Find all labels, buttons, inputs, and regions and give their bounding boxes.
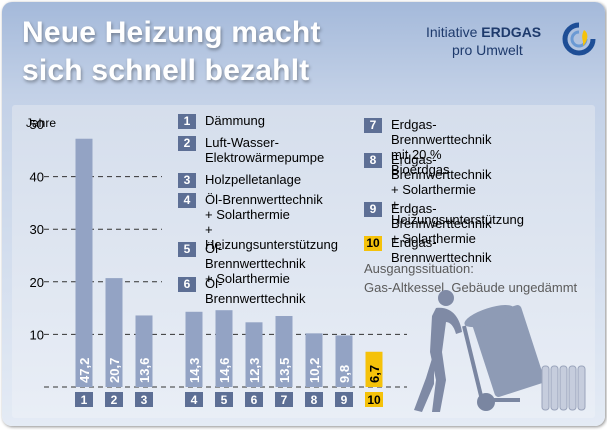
category-box	[185, 392, 203, 407]
legend-text: Erdgas-Brennwerttechnik + Solarthermie +…	[391, 152, 524, 227]
logo: Initiative ERDGAS pro Umwelt	[426, 22, 596, 72]
category-box	[215, 392, 233, 407]
category-box	[365, 392, 383, 407]
page-title-line-1: Neue Heizung macht	[22, 16, 321, 49]
value-label: 10,2	[307, 358, 322, 383]
category-box	[245, 392, 263, 407]
bar	[365, 351, 383, 387]
value-label: 14,3	[187, 358, 202, 383]
legend-text: Dämmung	[205, 113, 265, 128]
y-tick-label: 50	[30, 117, 44, 132]
category-box	[305, 392, 323, 407]
category-box	[75, 392, 93, 407]
value-label: 13,5	[277, 358, 292, 383]
y-tick-label: 30	[30, 222, 44, 237]
category-label: 10	[367, 393, 381, 407]
value-label: 20,7	[107, 358, 122, 383]
category-label: 9	[341, 393, 348, 407]
category-label: 1	[81, 393, 88, 407]
category-label: 4	[191, 393, 198, 407]
legend-num: 2	[178, 136, 196, 151]
legend-num: 6	[178, 277, 196, 292]
note-line-1: Ausgangssituation:	[364, 261, 474, 276]
bar	[75, 138, 93, 387]
category-box	[135, 392, 153, 407]
category-label: 2	[111, 393, 118, 407]
value-label: 14,6	[217, 358, 232, 383]
y-axis-label: Jahre	[26, 116, 56, 130]
category-label: 6	[251, 393, 258, 407]
category-label: 8	[311, 393, 318, 407]
logo-line-1: Initiative ERDGAS	[426, 24, 541, 40]
infographic: Neue Heizung macht sich schnell bezahlt …	[2, 2, 605, 426]
legend-text: Erdgas-Brennwerttechnik mit 20 % Bioerdg…	[391, 117, 492, 177]
page-title-line-2: sich schnell bezahlt	[22, 54, 310, 87]
y-tick-label: 10	[30, 327, 44, 342]
legend-text: Öl-Brennwerttechnik + Solarthermie + Hei…	[205, 192, 338, 252]
bar	[245, 322, 263, 387]
bar	[305, 333, 323, 387]
y-tick-label: 20	[30, 275, 44, 290]
value-label: 13,6	[137, 358, 152, 383]
header: Neue Heizung macht sich schnell bezahlt …	[2, 2, 605, 94]
bar	[105, 278, 123, 387]
value-label: 9,8	[337, 365, 352, 383]
category-box	[275, 392, 293, 407]
y-tick-label: 40	[30, 170, 44, 185]
bar	[335, 335, 353, 387]
bar	[185, 311, 203, 387]
worker-with-boiler-icon	[414, 290, 586, 412]
legend-text: Holzpelletanlage	[205, 172, 302, 187]
legend-num: 3	[178, 173, 196, 188]
category-label: 5	[221, 393, 228, 407]
category-box	[105, 392, 123, 407]
note-line-2: Gas-Altkessel, Gebäude ungedämmt	[364, 280, 578, 295]
bar	[275, 315, 293, 387]
legend-num: 4	[178, 193, 196, 208]
erdgas-logo-icon	[562, 22, 596, 56]
legend-text: Öl-Brennwerttechnik + Solarthermie	[205, 241, 306, 286]
bar	[135, 315, 153, 387]
legend-num-highlight: 10	[364, 236, 382, 251]
category-labels: 1 2 3 4 5 6 7 8 9 10	[75, 392, 383, 407]
legend-text: Erdgas-Brennwerttechnik + Solarthermie	[391, 201, 492, 246]
value-label: 47,2	[77, 358, 92, 383]
bar-chart: 47,2 20,7 13,6 14,3 14,6 12,3 13,5 10,2 9,8 6,7 1…	[26, 116, 407, 407]
category-box	[335, 392, 353, 407]
logo-line-2: pro Umwelt	[452, 42, 523, 58]
value-label: 6,7	[367, 365, 382, 383]
chart-panel: 47,2 20,7 13,6 14,3 14,6 12,3 13,5 10,2 9,8 6,7 1…	[12, 105, 595, 418]
legend-num: 7	[364, 118, 382, 133]
bar	[215, 310, 233, 387]
value-label: 12,3	[247, 358, 262, 383]
category-label: 7	[281, 393, 288, 407]
legend-num: 8	[364, 153, 382, 168]
legend-text: Erdgas-Brennwerttechnik	[391, 235, 492, 265]
legend-num: 9	[364, 202, 382, 217]
legend-text: Öl-Brennwerttechnik	[205, 276, 306, 306]
legend-num: 5	[178, 242, 196, 257]
logo-brand: ERDGAS	[481, 24, 542, 40]
baseline-note: Ausgangssituation: Gas-Altkessel, Gebäud…	[364, 259, 577, 297]
legend-text: Luft-Wasser- Elektrowärmepumpe	[205, 135, 325, 165]
y-axis-ticks: 10 20 30 40 50	[30, 117, 44, 342]
category-label: 3	[141, 393, 148, 407]
bars: 47,2 20,7 13,6 14,3 14,6 12,3 13,5 10,2 9,8 6,7	[75, 138, 383, 387]
logo-prefix: Initiative	[426, 24, 482, 40]
legend-num: 1	[178, 114, 196, 129]
